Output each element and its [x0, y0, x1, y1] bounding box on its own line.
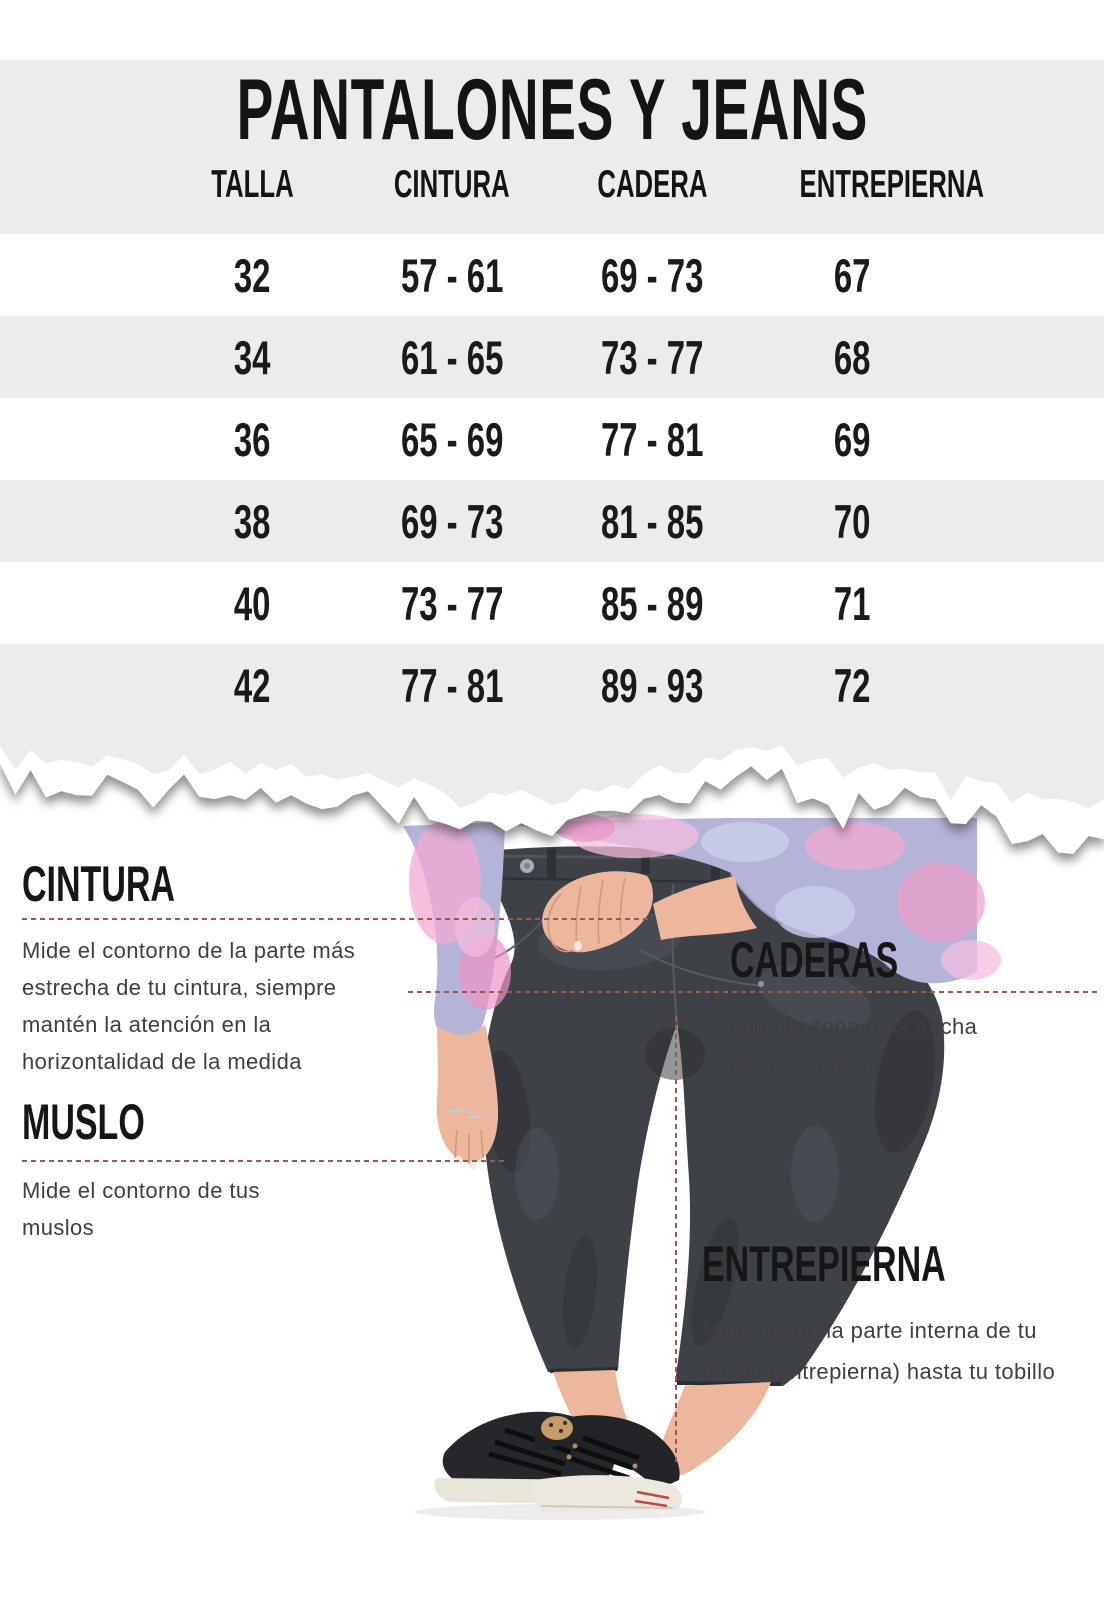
left-arm-hand [436, 1024, 499, 1170]
belt-loop [711, 854, 720, 882]
table-row: 36 65 - 69 77 - 81 69 [0, 398, 1104, 480]
column-header-cadera: CADERA [596, 163, 708, 206]
sneakers [434, 1411, 682, 1512]
column-header-talla: TALLA [210, 163, 294, 206]
column-header-entrepierna: ENTREPIERNA [799, 163, 985, 206]
table-cell: 85 - 89 [600, 576, 704, 630]
shoelaces [568, 1435, 640, 1481]
table-cell: 89 - 93 [600, 658, 704, 712]
eyelet [632, 1463, 638, 1469]
left-forearm [436, 1024, 499, 1163]
table-cell: 36 [233, 412, 271, 466]
right-hand [542, 871, 653, 953]
page-title: PANTALONES Y JEANS [0, 64, 1104, 156]
belt-loop [641, 846, 650, 874]
table-cell: 72 [833, 658, 871, 712]
table-row: 34 61 - 65 73 - 77 68 [0, 316, 1104, 398]
entrepierna-measure-line [675, 1016, 677, 1462]
size-table: 32 57 - 61 69 - 73 67 34 61 - 65 73 - 77… [0, 234, 1104, 726]
table-cell: 65 - 69 [400, 412, 504, 466]
torn-paper-edge [0, 726, 1104, 854]
muslo-measure-line [22, 1160, 505, 1162]
table-cell: 68 [833, 330, 871, 384]
table-cell: 69 [833, 412, 871, 466]
caderas-measure-line [408, 991, 1098, 993]
table-cell: 61 - 65 [400, 330, 504, 384]
cintura-heading: CINTURA [22, 856, 175, 912]
entrepierna-section: ENTREPIERNA [702, 1238, 1060, 1290]
table-cell: 77 - 81 [600, 412, 704, 466]
waistband-seam [474, 854, 718, 860]
caderas-heading: CADERAS [730, 932, 899, 988]
fingernail [469, 1160, 477, 1170]
entrepierna-description: Mide desde la parte interna de tu muslo … [702, 1318, 1056, 1384]
eyelet [572, 1443, 578, 1449]
table-cell: 32 [233, 248, 271, 302]
table-row: 38 69 - 73 81 - 85 70 [0, 480, 1104, 562]
cintura-measure-line [22, 918, 648, 920]
table-row: 42 77 - 81 89 - 93 72 [0, 644, 1104, 726]
table-cell: 57 - 61 [400, 248, 504, 302]
size-table-section: PANTALONES Y JEANS TALLA CINTURA CADERA … [0, 60, 1104, 726]
table-cell: 71 [833, 576, 871, 630]
muslo-description: Mide el contorno de tus muslos [22, 1178, 260, 1240]
muslo-section: MUSLO [22, 1096, 203, 1148]
table-row: 32 57 - 61 69 - 73 67 [0, 234, 1104, 316]
leopard-patch [541, 1416, 573, 1440]
caderas-section: CADERAS [730, 934, 977, 986]
table-cell: 81 - 85 [600, 494, 704, 548]
belt-loop [547, 848, 556, 878]
table-cell: 73 - 77 [400, 576, 504, 630]
right-forearm [653, 876, 757, 940]
right-arm-hand [542, 871, 757, 953]
table-cell: 70 [833, 494, 871, 548]
torn-paper-white-strip [0, 745, 1104, 854]
table-cell: 42 [233, 658, 271, 712]
sole-red-stripes [634, 1490, 670, 1508]
finger-lines [454, 1129, 484, 1164]
table-row: 40 73 - 77 85 - 89 71 [0, 562, 1104, 644]
table-cell: 73 - 77 [600, 330, 704, 384]
muslo-heading: MUSLO [22, 1094, 145, 1150]
torn-paper-gray-edge [0, 726, 1104, 809]
fingernail [574, 941, 582, 951]
rivet [758, 981, 764, 987]
table-cell: 69 - 73 [400, 494, 504, 548]
table-cell: 40 [233, 576, 271, 630]
caderas-description: Mide la zona más ancha de tus caderas [730, 1014, 978, 1080]
hem [549, 1367, 618, 1373]
cintura-description: Mide el contorno de la parte más estrech… [22, 938, 356, 1074]
page-title-text: PANTALONES Y JEANS [236, 62, 868, 158]
entrepierna-heading: ENTREPIERNA [702, 1236, 946, 1292]
table-cell: 77 - 81 [400, 658, 504, 712]
column-header-cintura: CINTURA [394, 163, 510, 206]
rings [448, 1108, 482, 1120]
table-cell: 67 [833, 248, 871, 302]
table-header-row: TALLA CINTURA CADERA ENTREPIERNA [152, 162, 985, 208]
tie-dye-top [403, 814, 1001, 1042]
eyelet [566, 1454, 572, 1460]
cintura-section: CINTURA [22, 858, 247, 910]
table-cell: 38 [233, 494, 271, 548]
thumb [547, 893, 574, 953]
table-cell: 34 [233, 330, 271, 384]
table-cell: 69 - 73 [600, 248, 704, 302]
pocket-seam [639, 949, 764, 987]
model-photo [403, 814, 1001, 1520]
